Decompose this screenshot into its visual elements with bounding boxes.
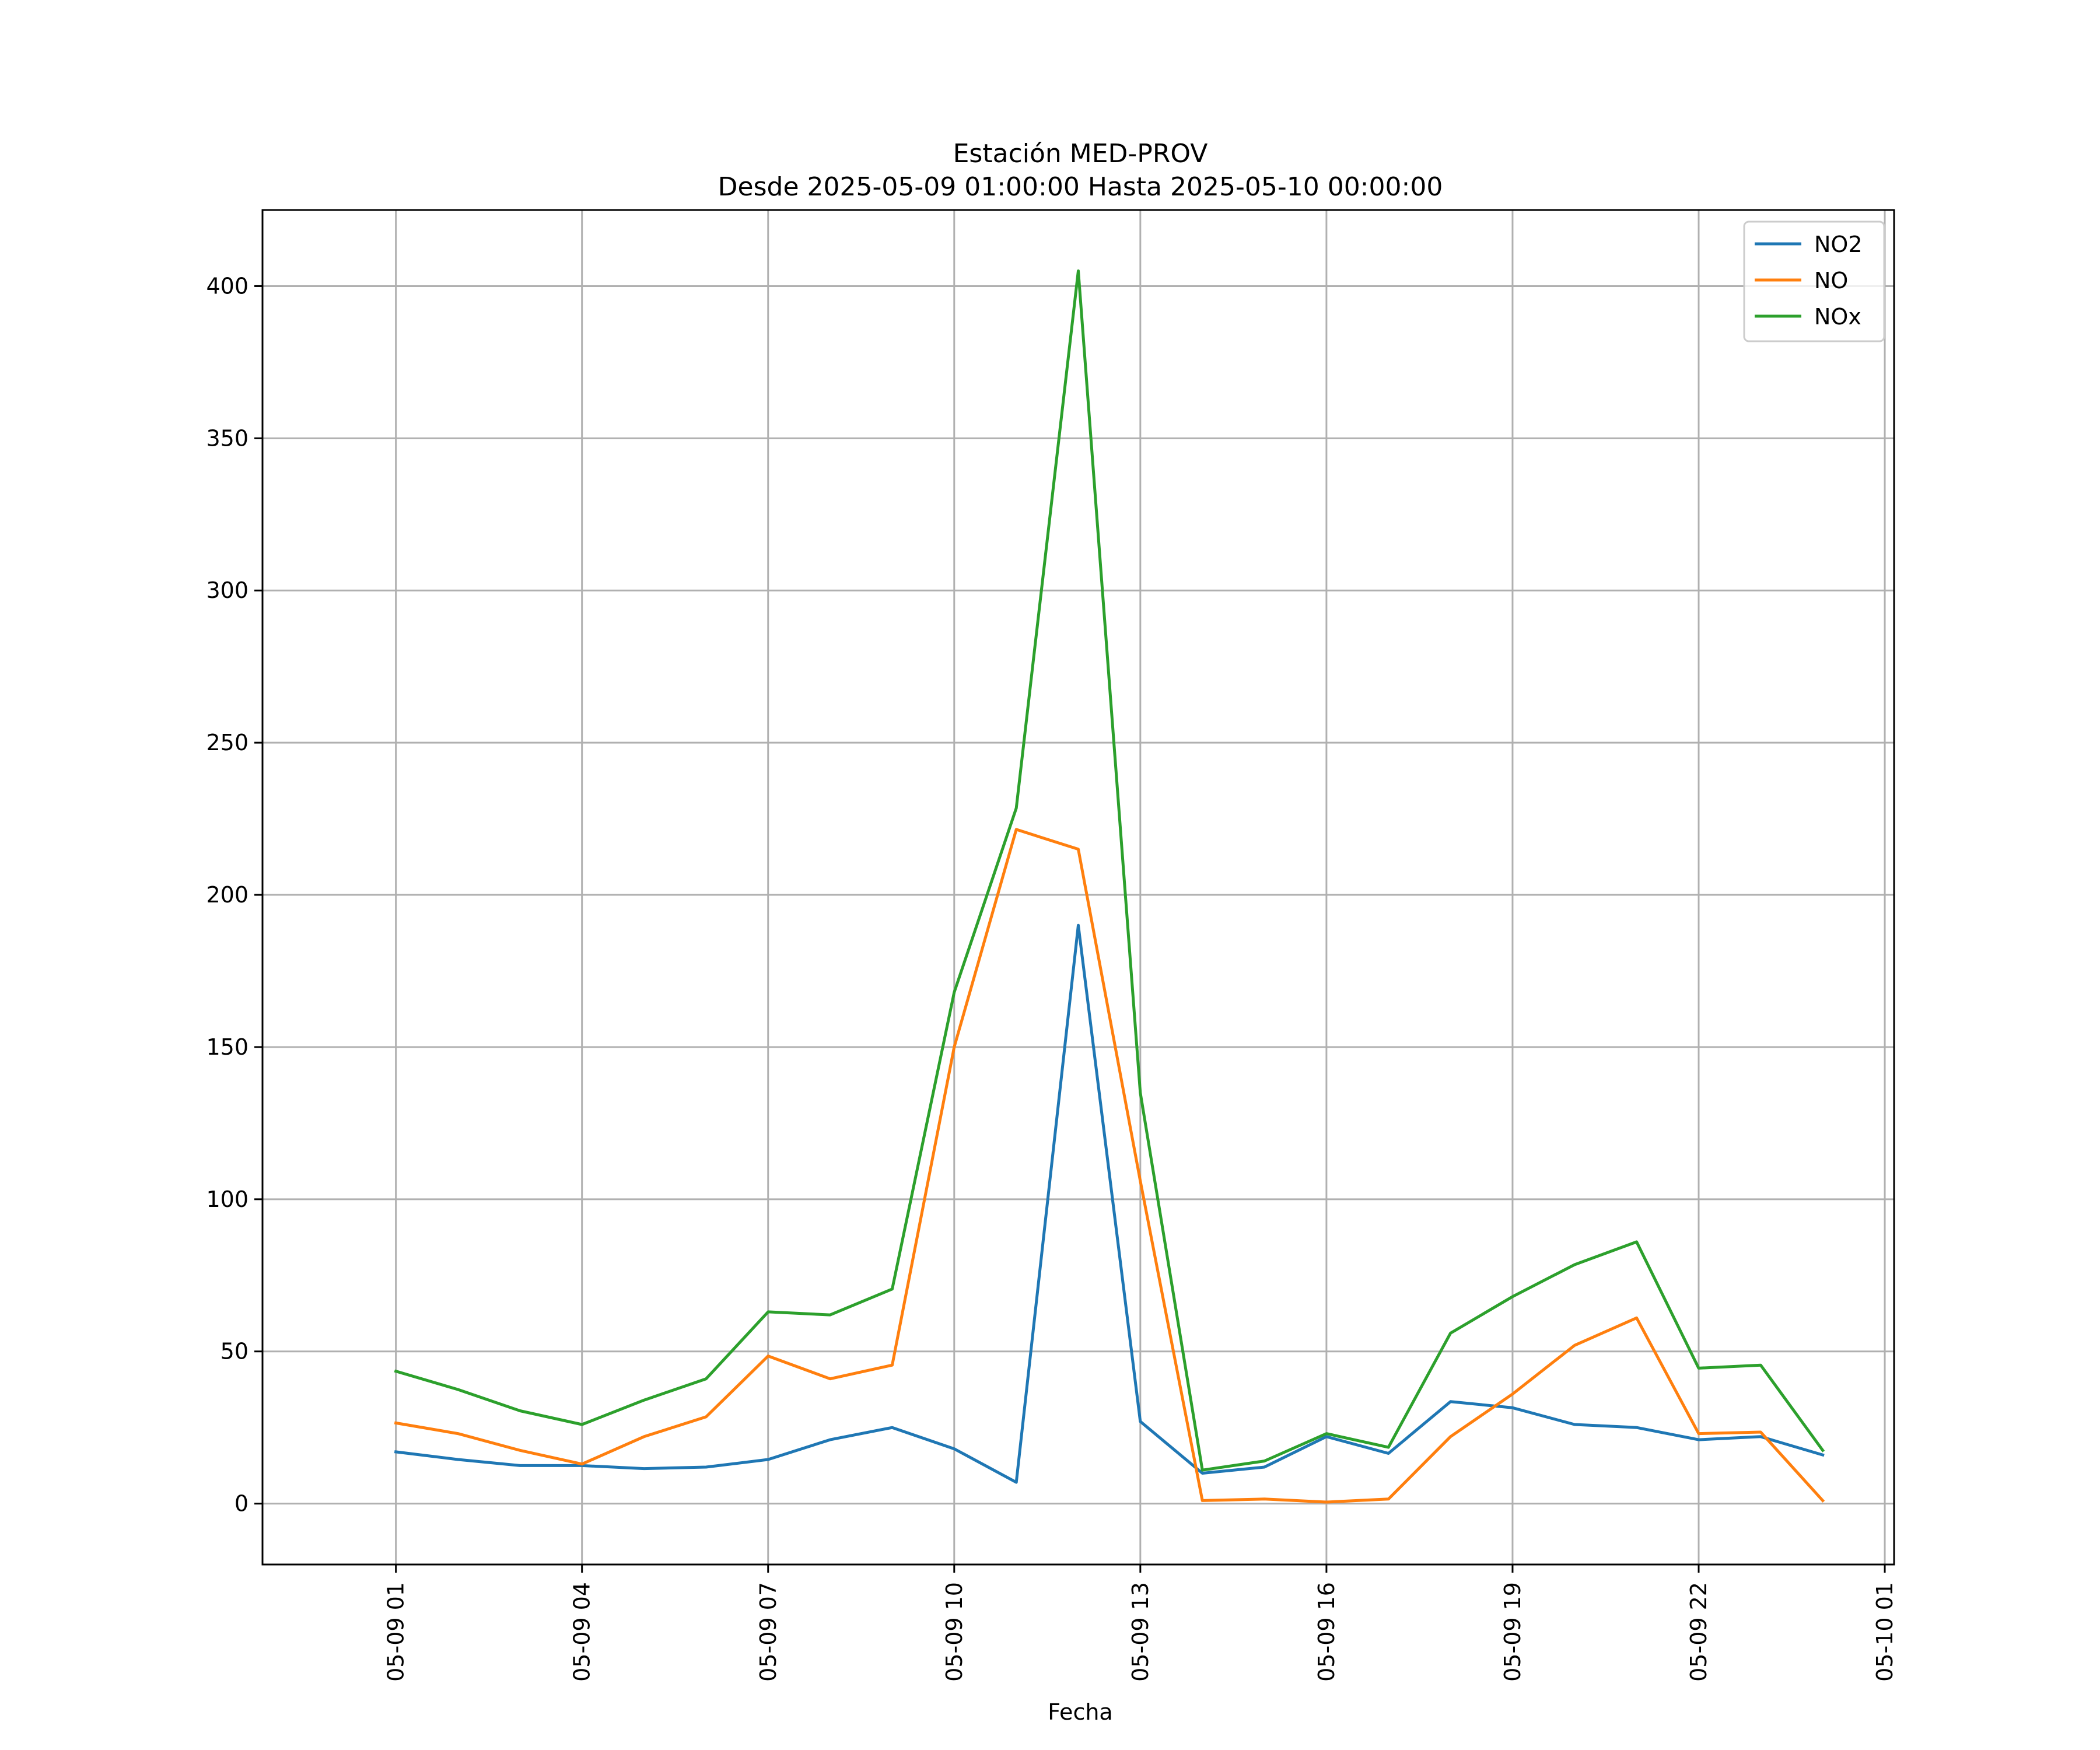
y-tick-label: 250: [206, 730, 249, 755]
x-axis-label: Fecha: [1048, 1699, 1112, 1725]
legend: NO2 NO NOx: [1743, 220, 1885, 342]
legend-label-nox: NOx: [1814, 304, 1861, 330]
y-tick-label: 200: [206, 882, 249, 908]
plot-lines: [394, 269, 1825, 1504]
x-tick-label: 05-10 01: [1872, 1582, 1898, 1682]
x-tick-label: 05-09 10: [942, 1582, 967, 1682]
y-tick-label: 400: [206, 273, 249, 299]
y-tick-label: 350: [206, 425, 249, 451]
y-tick-label: 0: [235, 1491, 249, 1517]
series-line-no: [394, 828, 1825, 1504]
y-tick-label: 300: [206, 578, 249, 603]
x-tick-label: 05-09 13: [1128, 1582, 1153, 1682]
legend-box: [1743, 220, 1885, 342]
x-tick-label: 05-09 04: [569, 1582, 595, 1682]
chart-title: Estación MED-PROV: [953, 139, 1208, 169]
legend-label-no2: NO2: [1814, 232, 1863, 257]
y-tick-label: 100: [206, 1186, 249, 1212]
y-tick-label: 150: [206, 1034, 249, 1060]
legend-label-no: NO: [1814, 268, 1848, 293]
x-tick-label: 05-09 22: [1686, 1582, 1712, 1682]
x-tick-label: 05-09 01: [383, 1582, 409, 1682]
plot-frame: [261, 209, 1895, 1566]
chart-subtitle: Desde 2025-05-09 01:00:00 Hasta 2025-05-…: [718, 172, 1443, 202]
series-line-nox: [394, 269, 1825, 1472]
x-tick-label: 05-09 07: [755, 1582, 781, 1682]
x-tick-label: 05-09 16: [1314, 1582, 1339, 1682]
x-tick-label: 05-09 19: [1500, 1582, 1525, 1682]
y-tick-label: 50: [220, 1339, 249, 1364]
grid: [262, 210, 1894, 1564]
axis-ticks: 05-09 01 05-09 04 05-09 07 05-09 10 05-09 13…: [206, 273, 1898, 1681]
series-line-no2: [394, 923, 1825, 1484]
